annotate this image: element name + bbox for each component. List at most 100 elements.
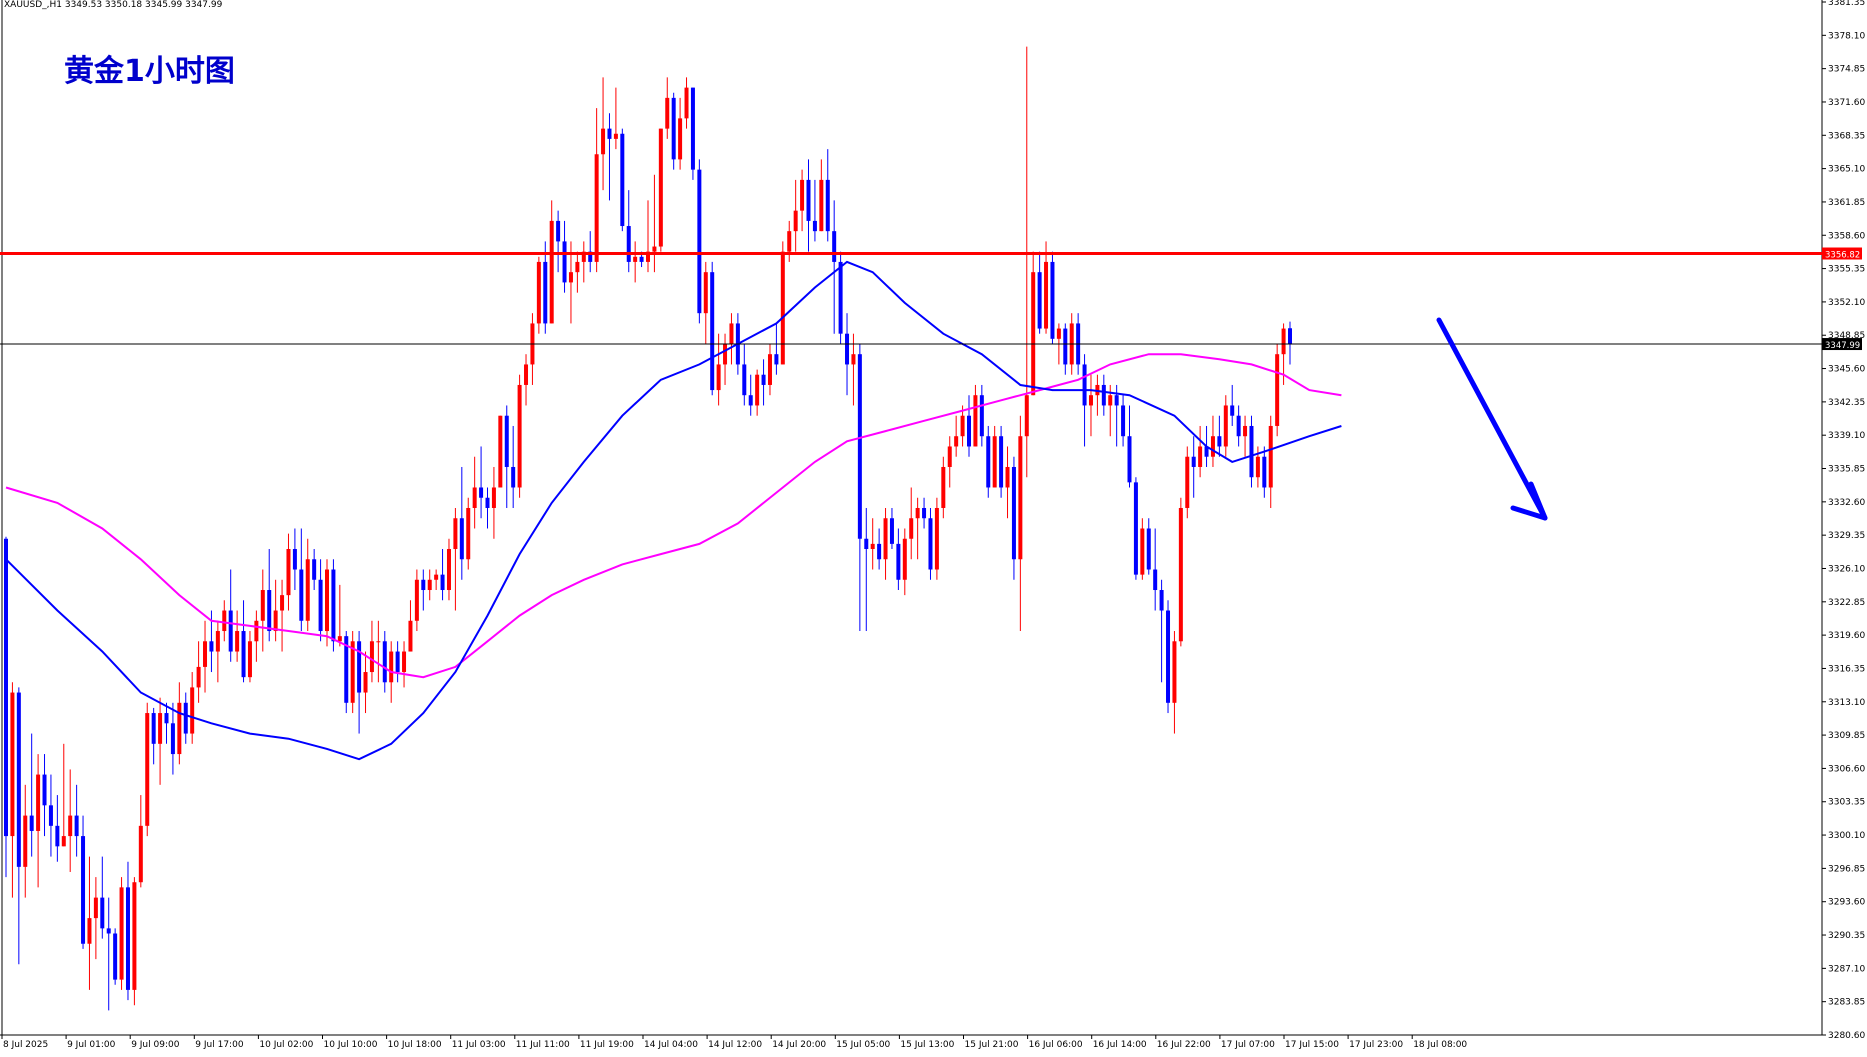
candle	[125, 861, 130, 1001]
candle	[164, 702, 169, 744]
candle	[941, 456, 946, 519]
candle-body	[1114, 395, 1119, 406]
candle-body	[793, 210, 798, 232]
candle-body	[1031, 272, 1036, 396]
candle	[292, 528, 297, 591]
candle	[74, 784, 79, 857]
candle	[1127, 405, 1132, 488]
candle	[896, 528, 901, 591]
candle-body	[633, 256, 638, 262]
candle	[16, 687, 21, 965]
candle-body	[402, 651, 407, 673]
candle	[440, 549, 445, 601]
candle	[421, 569, 426, 611]
candle-body	[536, 261, 541, 324]
candle-body	[568, 272, 573, 283]
y-tick-label: 3309.85	[1828, 731, 1865, 741]
current-price-label: 3347.99	[1825, 341, 1860, 351]
annotations[interactable]	[1436, 317, 1548, 521]
candle-body	[857, 354, 862, 539]
candle-body	[446, 549, 451, 591]
candle	[774, 323, 779, 375]
candle-body	[23, 815, 28, 867]
candle-body	[87, 918, 92, 944]
candle	[196, 641, 201, 703]
candle	[767, 343, 772, 396]
candle-body	[556, 220, 561, 242]
candle	[562, 220, 567, 293]
candle	[87, 856, 92, 990]
candle	[825, 149, 830, 242]
candle-body	[1223, 405, 1228, 447]
candle	[414, 569, 419, 632]
candle-body	[138, 825, 143, 883]
candle-body	[292, 549, 297, 570]
candle-body	[183, 702, 188, 734]
candle	[280, 579, 285, 652]
down-arrow-head[interactable]	[1510, 481, 1548, 521]
candle-body	[440, 574, 445, 591]
down-arrow-shaft[interactable]	[1436, 317, 1548, 521]
ma-slow-line	[5, 353, 1342, 679]
candle	[286, 533, 291, 611]
y-tick-label: 3290.35	[1828, 931, 1865, 941]
candle-body	[1088, 395, 1093, 406]
candle-body	[36, 774, 41, 831]
y-tick-label: 3342.35	[1828, 398, 1865, 408]
horizontal-lines[interactable]: 3356.82 3347.99	[0, 247, 1862, 352]
candle-body	[877, 543, 882, 560]
candle-body	[800, 179, 805, 211]
candle-body	[1024, 395, 1029, 437]
candle-body	[55, 825, 60, 847]
candle	[992, 425, 997, 488]
candle	[851, 333, 856, 406]
candle-body	[652, 246, 657, 252]
candle-body	[1005, 466, 1010, 488]
candle	[684, 77, 689, 129]
candle	[909, 487, 914, 560]
candle-body	[81, 836, 86, 944]
candle	[889, 507, 894, 550]
candle	[1044, 241, 1049, 334]
candle-body	[690, 87, 695, 170]
candle	[581, 241, 586, 283]
candle-body	[421, 579, 426, 591]
candle-body	[382, 641, 387, 683]
candle-body	[453, 518, 458, 550]
candle	[1005, 446, 1010, 519]
candle	[215, 620, 220, 683]
candle-body	[286, 549, 291, 596]
candle	[1166, 600, 1171, 714]
candle-body	[241, 631, 246, 678]
x-tick-label: 11 Jul 19:00	[580, 1040, 634, 1050]
y-tick-label: 3306.60	[1828, 764, 1865, 774]
x-tick-label: 11 Jul 11:00	[516, 1040, 570, 1050]
candle	[517, 374, 522, 498]
candle-body	[414, 579, 419, 621]
candle	[254, 610, 259, 662]
candle-body	[344, 636, 349, 703]
x-tick-label: 17 Jul 07:00	[1221, 1040, 1275, 1050]
candle-body	[1185, 456, 1190, 508]
candle	[690, 87, 695, 180]
candle	[190, 672, 195, 744]
y-tick-label: 3358.60	[1828, 231, 1865, 241]
candle-body	[620, 133, 625, 227]
candle	[1031, 251, 1036, 396]
candle-body	[845, 333, 850, 365]
candle-body	[74, 815, 79, 837]
x-tick-label: 8 Jul 2025	[3, 1040, 48, 1050]
ma-fast-line	[5, 260, 1342, 761]
candle-body	[10, 692, 15, 837]
candle-body	[215, 631, 220, 652]
candle	[671, 92, 676, 170]
candle-body	[132, 882, 137, 990]
candle	[864, 507, 869, 632]
candle	[967, 395, 971, 457]
symbol-info-line: XAUUSD_,H1 3349.53 3350.18 3345.99 3347.…	[4, 0, 223, 10]
candle-body	[684, 87, 689, 119]
candle-body	[954, 436, 959, 447]
candle-body	[934, 507, 939, 570]
candle	[819, 159, 824, 232]
